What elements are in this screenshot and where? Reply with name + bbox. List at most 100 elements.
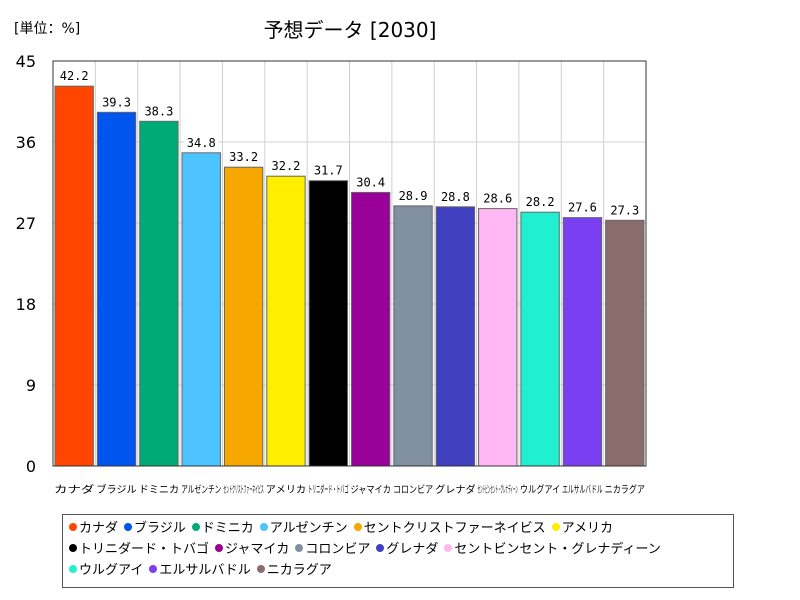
bar	[54, 85, 94, 467]
chart-title: 予想データ [2030]	[263, 18, 437, 42]
legend-row: ウルグアイ エルサルバドル ニカラグア	[69, 560, 727, 581]
bar	[139, 120, 179, 467]
legend-marker-icon	[191, 523, 200, 531]
legend-item: カナダ	[69, 518, 118, 539]
bar	[266, 175, 306, 467]
x-tick-label: カナダ	[54, 483, 94, 496]
legend-marker-icon	[149, 565, 158, 573]
legend-label: トリニダード・トバゴ	[79, 542, 210, 557]
legend-marker-icon	[295, 544, 304, 552]
y-tick-label: 45	[16, 52, 36, 71]
value-label: 28.6	[483, 192, 512, 206]
legend-marker-icon	[376, 544, 385, 552]
y-tick-label: 0	[26, 457, 36, 476]
value-label-bg	[565, 199, 600, 216]
value-label-bg	[57, 68, 92, 85]
value-label: 27.3	[610, 203, 639, 217]
x-tick-label: グレナダ	[435, 483, 475, 496]
legend-label: アルゼンチン	[269, 521, 348, 536]
value-label: 28.8	[441, 190, 470, 204]
legend-label: セントクリストファーネイビス	[363, 521, 546, 536]
bar	[351, 191, 391, 467]
y-axis-ticks: 0 9 18 27 36 45	[16, 52, 36, 476]
legend-label: エルサルバドル	[159, 563, 251, 578]
bar	[605, 219, 645, 467]
value-label: 27.6	[568, 201, 597, 215]
legend-marker-icon	[259, 523, 268, 531]
legend-label: セントビンセント・グレナディーン	[454, 542, 661, 557]
x-tick-label: アメリカ	[266, 484, 306, 496]
x-tick-label: エルサルバドル	[562, 484, 602, 496]
legend-label: カナダ	[79, 521, 119, 536]
value-labels: 42.2 39.3 38.3 34.8 33.2 32.2 31.7 30.4 28.9 28.8…	[57, 68, 642, 219]
y-tick-label: 18	[16, 295, 36, 314]
value-label: 33.2	[229, 150, 258, 164]
legend-marker-icon	[444, 544, 453, 552]
legend-marker-icon	[256, 565, 265, 573]
x-tick-label: アルゼンチン	[181, 484, 221, 496]
legend-item: セントビンセント・グレナディーン	[444, 539, 661, 560]
legend-item: ブラジル	[124, 518, 186, 539]
bar	[181, 152, 221, 467]
value-label-bg	[99, 94, 134, 111]
x-tick-label: ニカラグア	[605, 483, 645, 496]
bar	[96, 111, 137, 467]
legend-row: トリニダード・トバゴ ジャマイカ コロンビア グレナダ セントビンセント・グレナディーン	[69, 539, 727, 560]
legend-label: グレナダ	[386, 542, 439, 557]
bar	[520, 211, 560, 467]
bar	[562, 217, 603, 467]
value-label: 28.9	[399, 189, 428, 203]
legend-item: アメリカ	[551, 518, 614, 539]
legend-marker-icon	[551, 523, 560, 531]
legend-label: ブラジル	[134, 521, 186, 536]
bar	[308, 180, 348, 467]
legend-item: ドミニカ	[191, 518, 254, 539]
legend-item: トリニダード・トバゴ	[69, 539, 209, 560]
legend-label: アメリカ	[561, 521, 614, 536]
x-tick-label: セントクリストファーネイビス	[223, 484, 263, 496]
value-label: 31.7	[314, 164, 343, 178]
legend-marker-icon	[69, 544, 77, 552]
legend-item: ウルグアイ	[69, 560, 143, 581]
value-label: 30.4	[356, 175, 385, 189]
value-label: 39.3	[102, 95, 131, 109]
legend-label: ドミニカ	[201, 521, 254, 536]
legend-item: ジャマイカ	[215, 539, 289, 560]
unit-label: [単位：%]	[14, 21, 81, 37]
value-label: 28.2	[526, 195, 555, 209]
legend-item: アルゼンチン	[259, 518, 348, 539]
legend-item: セントクリストファーネイビス	[353, 518, 546, 539]
legend-item: ニカラグア	[256, 560, 332, 581]
legend-item: コロンビア	[295, 539, 370, 560]
legend: カナダ ブラジル ドミニカ アルゼンチン セントクリストファーネイビス アメリカ トリニダー…	[62, 514, 734, 588]
x-tick-label: ウルグアイ	[520, 483, 560, 496]
x-tick-label: ブラジル	[96, 483, 136, 496]
value-label-bg	[226, 149, 261, 166]
value-label-bg	[607, 202, 642, 219]
legend-marker-icon	[124, 523, 133, 531]
legend-marker-icon	[353, 523, 362, 531]
value-label-bg	[438, 188, 473, 205]
plot-frame	[52, 60, 647, 467]
legend-marker-icon	[215, 544, 224, 552]
legend-marker-icon	[69, 565, 77, 573]
value-label: 38.3	[144, 104, 173, 118]
bar	[393, 205, 433, 467]
bars	[54, 85, 645, 467]
legend-label: ウルグアイ	[79, 563, 144, 578]
legend-item: グレナダ	[376, 539, 438, 560]
x-tick-label: コロンビア	[393, 484, 433, 496]
bar-chart: 42.2 39.3 38.3 34.8 33.2 32.2 31.7 30.4 28.9 28.8…	[16, 52, 647, 496]
x-tick-label: トリニダード・トバゴ	[308, 483, 348, 496]
y-tick-label: 9	[26, 376, 36, 395]
value-label-bg	[184, 134, 219, 151]
legend-label: コロンビア	[305, 542, 371, 557]
value-label-bg	[523, 194, 558, 211]
value-label-bg	[268, 158, 303, 175]
value-label-bg	[141, 103, 176, 120]
value-label-bg	[353, 174, 388, 191]
value-label-bg	[311, 162, 346, 179]
legend-row: カナダ ブラジル ドミニカ アルゼンチン セントクリストファーネイビス アメリカ	[69, 518, 727, 539]
legend-label: ニカラグア	[266, 563, 332, 578]
